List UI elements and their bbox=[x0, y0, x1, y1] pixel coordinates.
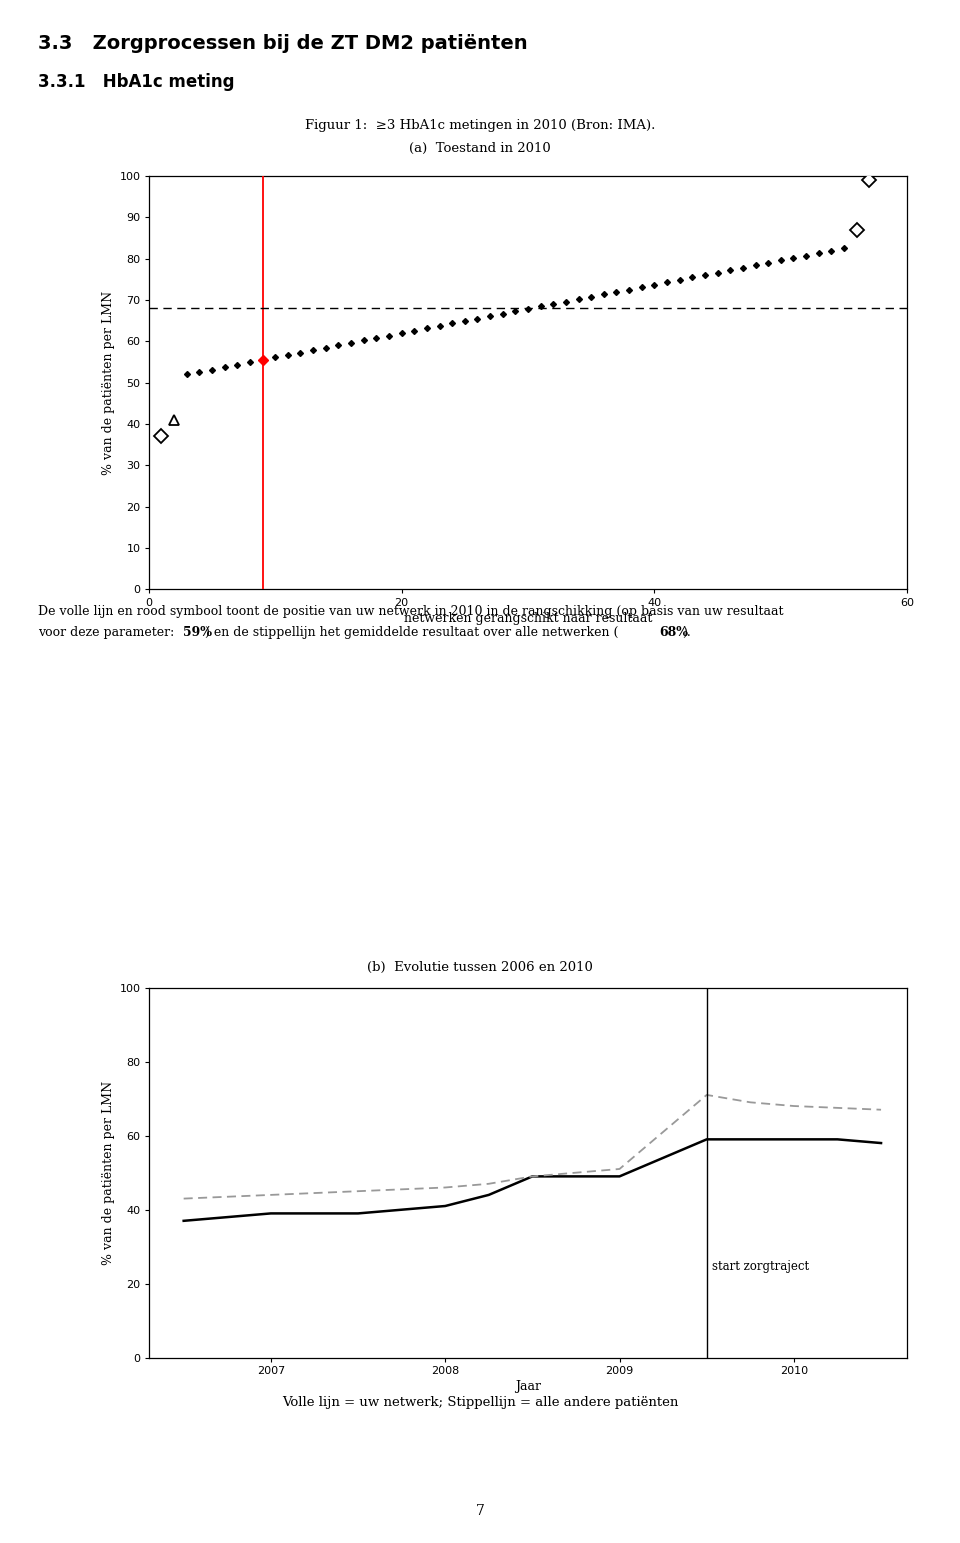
Text: 3.3.1   HbA1c meting: 3.3.1 HbA1c meting bbox=[38, 73, 235, 91]
Text: 7: 7 bbox=[475, 1504, 485, 1518]
X-axis label: netwerken gerangschikt naar resultaat: netwerken gerangschikt naar resultaat bbox=[404, 613, 652, 625]
Y-axis label: % van de patiënten per LMN: % van de patiënten per LMN bbox=[103, 1080, 115, 1265]
Text: Figuur 1:  ≥3 HbA1c metingen in 2010 (Bron: IMA).: Figuur 1: ≥3 HbA1c metingen in 2010 (Bro… bbox=[305, 119, 655, 131]
Text: start zorgtraject: start zorgtraject bbox=[712, 1259, 809, 1273]
Text: 68%: 68% bbox=[660, 626, 688, 639]
Text: ) en de stippellijn het gemiddelde resultaat over alle netwerken (: ) en de stippellijn het gemiddelde resul… bbox=[205, 626, 619, 639]
Text: 3.3   Zorgprocessen bij de ZT DM2 patiënten: 3.3 Zorgprocessen bij de ZT DM2 patiënte… bbox=[38, 34, 528, 52]
Text: voor deze parameter:: voor deze parameter: bbox=[38, 626, 179, 639]
Text: ).: ). bbox=[682, 626, 690, 639]
Y-axis label: % van de patiënten per LMN: % van de patiënten per LMN bbox=[103, 290, 115, 475]
Text: (a)  Toestand in 2010: (a) Toestand in 2010 bbox=[409, 142, 551, 154]
Text: 59%: 59% bbox=[182, 626, 212, 639]
Text: (b)  Evolutie tussen 2006 en 2010: (b) Evolutie tussen 2006 en 2010 bbox=[367, 961, 593, 974]
Text: Volle lijn = uw netwerk; Stippellijn = alle andere patiënten: Volle lijn = uw netwerk; Stippellijn = a… bbox=[282, 1396, 678, 1409]
X-axis label: Jaar: Jaar bbox=[515, 1381, 541, 1393]
Text: De volle lijn en rood symbool toont de positie van uw netwerk in 2010 in de rang: De volle lijn en rood symbool toont de p… bbox=[38, 605, 784, 617]
